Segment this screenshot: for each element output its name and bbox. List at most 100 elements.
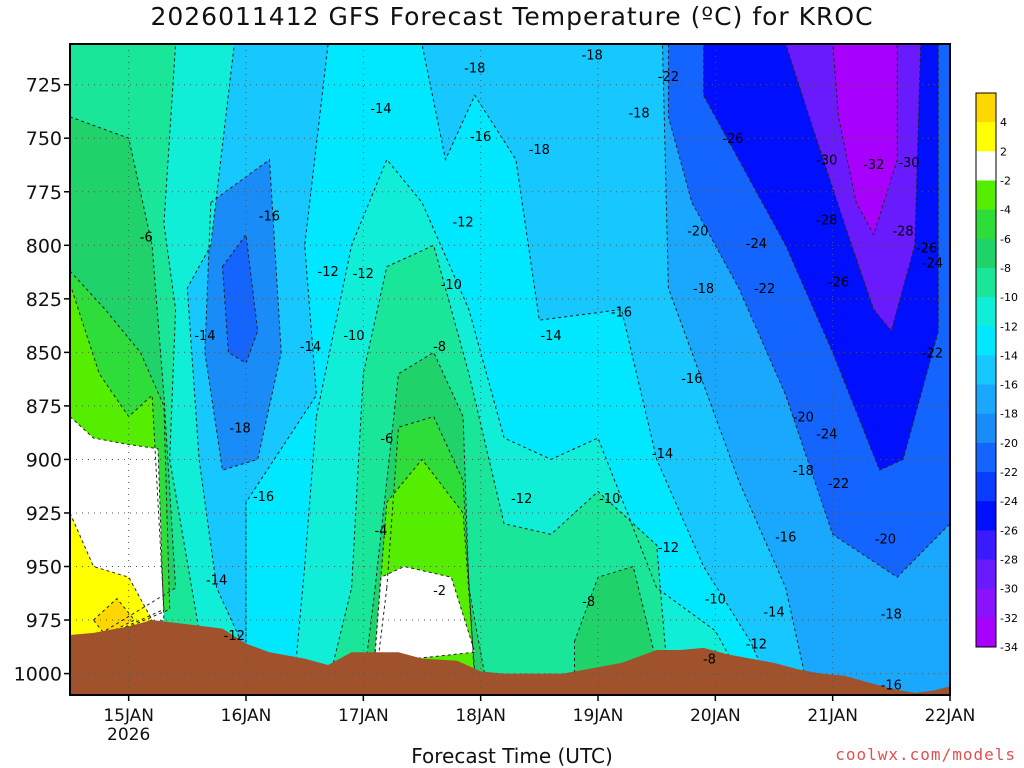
colorbar-label: 2: [1000, 145, 1007, 158]
y-tick-label: 725: [26, 75, 62, 97]
colorbar-swatch: [976, 238, 996, 269]
contour-label: -16: [775, 531, 796, 546]
contour-label: -16: [470, 130, 491, 145]
contour-label: -20: [793, 411, 814, 426]
contour-label: -12: [511, 492, 532, 507]
contour-label: -8: [433, 340, 446, 355]
colorbar-label: -24: [1000, 495, 1018, 508]
colorbar-swatch: [976, 530, 996, 561]
colorbar-label: -12: [1000, 320, 1018, 333]
y-tick-label: 775: [26, 182, 62, 204]
contour-line: [785, 44, 922, 333]
contour-label: -14: [194, 329, 215, 344]
x-tick-label: 22JAN: [925, 706, 976, 726]
contour-label: -12: [318, 265, 339, 280]
y-tick-label: 850: [26, 342, 62, 364]
contour-label: -22: [658, 70, 679, 85]
y-tick-label: 1000: [14, 664, 62, 686]
contour-label: -14: [763, 605, 784, 620]
colorbar-swatch: [976, 180, 996, 211]
contour-label: -26: [916, 241, 937, 256]
contour-line: [245, 44, 775, 695]
colorbar-swatch: [976, 617, 996, 648]
contour-label: -20: [687, 224, 708, 239]
contour-label: -12: [658, 541, 679, 556]
colorbar-label: -14: [1000, 349, 1018, 362]
colorbar-swatch: [976, 93, 996, 123]
contour-label: -18: [693, 282, 714, 297]
colorbar-swatch: [976, 297, 996, 327]
x-tick-label: 15JAN: [103, 706, 154, 726]
contour-label: -32: [863, 158, 884, 173]
contour-label: -18: [793, 464, 814, 479]
contour-label: -10: [343, 329, 364, 344]
colorbar-swatch: [976, 151, 996, 181]
contour-label: -8: [703, 653, 716, 668]
contour-label: -12: [452, 216, 473, 231]
colorbar-label: -4: [1000, 204, 1011, 217]
contour-line: [204, 158, 282, 471]
colorbar-label: -32: [1000, 612, 1018, 625]
contour-line: [703, 44, 939, 471]
contour-label: -24: [922, 256, 943, 271]
colorbar-swatch: [976, 501, 996, 531]
contour-label: -16: [681, 372, 702, 387]
colorbar-label: -16: [1000, 379, 1018, 392]
x-tick-label: 19JAN: [573, 706, 624, 726]
contour-line: [70, 116, 177, 653]
contour-label: -18: [628, 107, 649, 122]
y-tick-label: 800: [26, 235, 62, 257]
contour-label: -12: [746, 638, 767, 653]
colorbar-frame: [975, 92, 997, 648]
colorbar-label: -26: [1000, 524, 1018, 537]
x-tick-label: 21JAN: [807, 706, 858, 726]
plot-frame: [69, 43, 951, 696]
contour-label: -28: [892, 224, 913, 239]
contour-label: -16: [259, 209, 280, 224]
colorbar-label: -10: [1000, 291, 1018, 304]
y-axis: 725 750 775 800 825 850 875 900 925 950 975 1000: [14, 75, 70, 686]
x-tick-sublabel: 2026: [107, 725, 150, 745]
contour-line: [292, 158, 752, 695]
contour-labels: -18-18-22-14-16-18-18-26-30 -32 -30-16 -12-…: [140, 49, 943, 694]
contour-label: -26: [828, 276, 849, 291]
y-tick-label: 750: [26, 128, 62, 150]
contour-label: -22: [922, 346, 943, 361]
colorbar-label: -20: [1000, 437, 1018, 450]
y-tick-label: 975: [26, 610, 62, 632]
y-tick-label: 875: [26, 396, 62, 418]
temperature-band: [574, 566, 657, 674]
contour-label: -18: [464, 62, 485, 77]
temperature-band: [832, 44, 898, 235]
contour-label: -16: [611, 306, 632, 321]
colorbar-swatch: [976, 384, 996, 415]
terrain-layer: [70, 620, 950, 695]
colorbar-swatch: [976, 122, 996, 152]
contour-label: -8: [582, 595, 595, 610]
contour-label: -16: [881, 678, 902, 693]
contour-label: -6: [140, 231, 153, 246]
contour-label: -24: [746, 237, 767, 252]
contour-line: [362, 351, 488, 685]
temperature-band: [222, 234, 258, 364]
colorbar-swatch: [976, 559, 996, 590]
colorbar-label: -28: [1000, 554, 1018, 567]
contour-label: -2: [433, 584, 446, 599]
terrain: [70, 620, 950, 695]
y-tick-label: 825: [26, 289, 62, 311]
contour-label: -14: [206, 573, 227, 588]
contour-label: -18: [582, 49, 603, 64]
contour-label: -24: [816, 428, 837, 443]
colorbar-swatch: [976, 355, 996, 386]
credit-link[interactable]: coolwx.com/models: [835, 745, 1016, 764]
contour-label: -12: [353, 267, 374, 282]
colorbar-swatch: [976, 209, 996, 240]
contour-label: -12: [224, 629, 245, 644]
contour-line: [221, 233, 259, 364]
contour-label: -22: [754, 282, 775, 297]
x-axis-label: Forecast Time (UTC): [411, 744, 613, 768]
colorbar-swatch: [976, 588, 996, 619]
grid-lines: [70, 44, 950, 695]
contour-line: [70, 44, 810, 695]
